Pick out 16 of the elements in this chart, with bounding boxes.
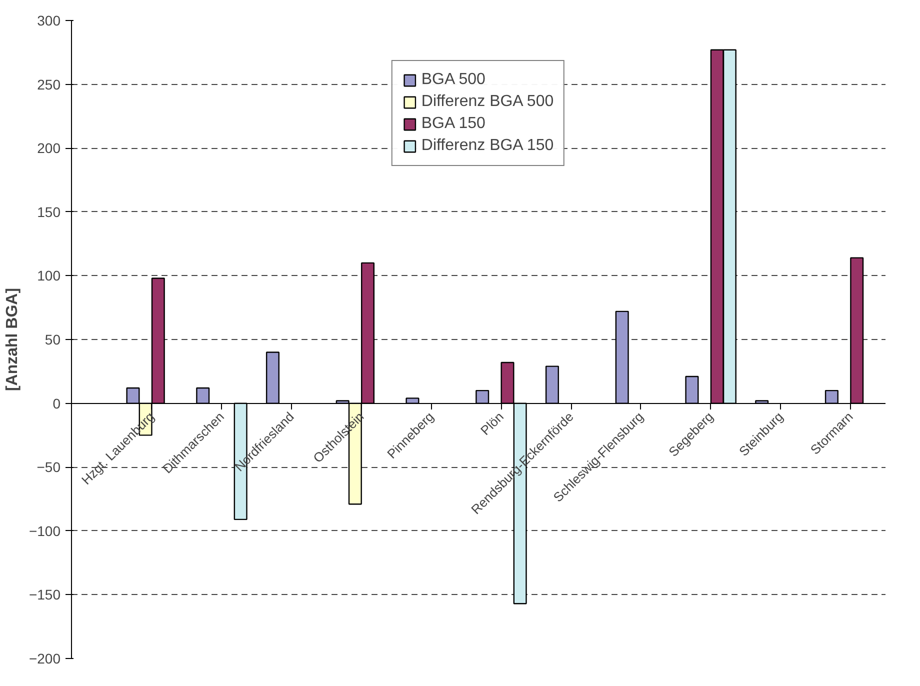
y-tick-label: 0 bbox=[52, 395, 61, 412]
y-tick-label: −150 bbox=[28, 586, 61, 603]
legend-label: Differenz BGA 150 bbox=[421, 137, 554, 155]
y-tick-label: 300 bbox=[37, 12, 61, 28]
y-tick-label: −50 bbox=[36, 459, 61, 476]
y-tick-label: 250 bbox=[37, 76, 61, 92]
legend-label: Differenz BGA 500 bbox=[421, 93, 554, 111]
y-tick-label: −200 bbox=[28, 650, 61, 666]
y-tick-label: 50 bbox=[44, 332, 61, 348]
legend-label: BGA 500 bbox=[421, 71, 486, 89]
y-tick-label: 200 bbox=[37, 140, 61, 156]
y-tick-label: 150 bbox=[37, 204, 61, 220]
y-tick-label: 100 bbox=[37, 268, 61, 284]
legend-label: BGA 150 bbox=[421, 115, 486, 133]
y-axis-title: [Anzahl BGA] bbox=[4, 288, 21, 392]
y-tick-label: −100 bbox=[28, 522, 61, 539]
